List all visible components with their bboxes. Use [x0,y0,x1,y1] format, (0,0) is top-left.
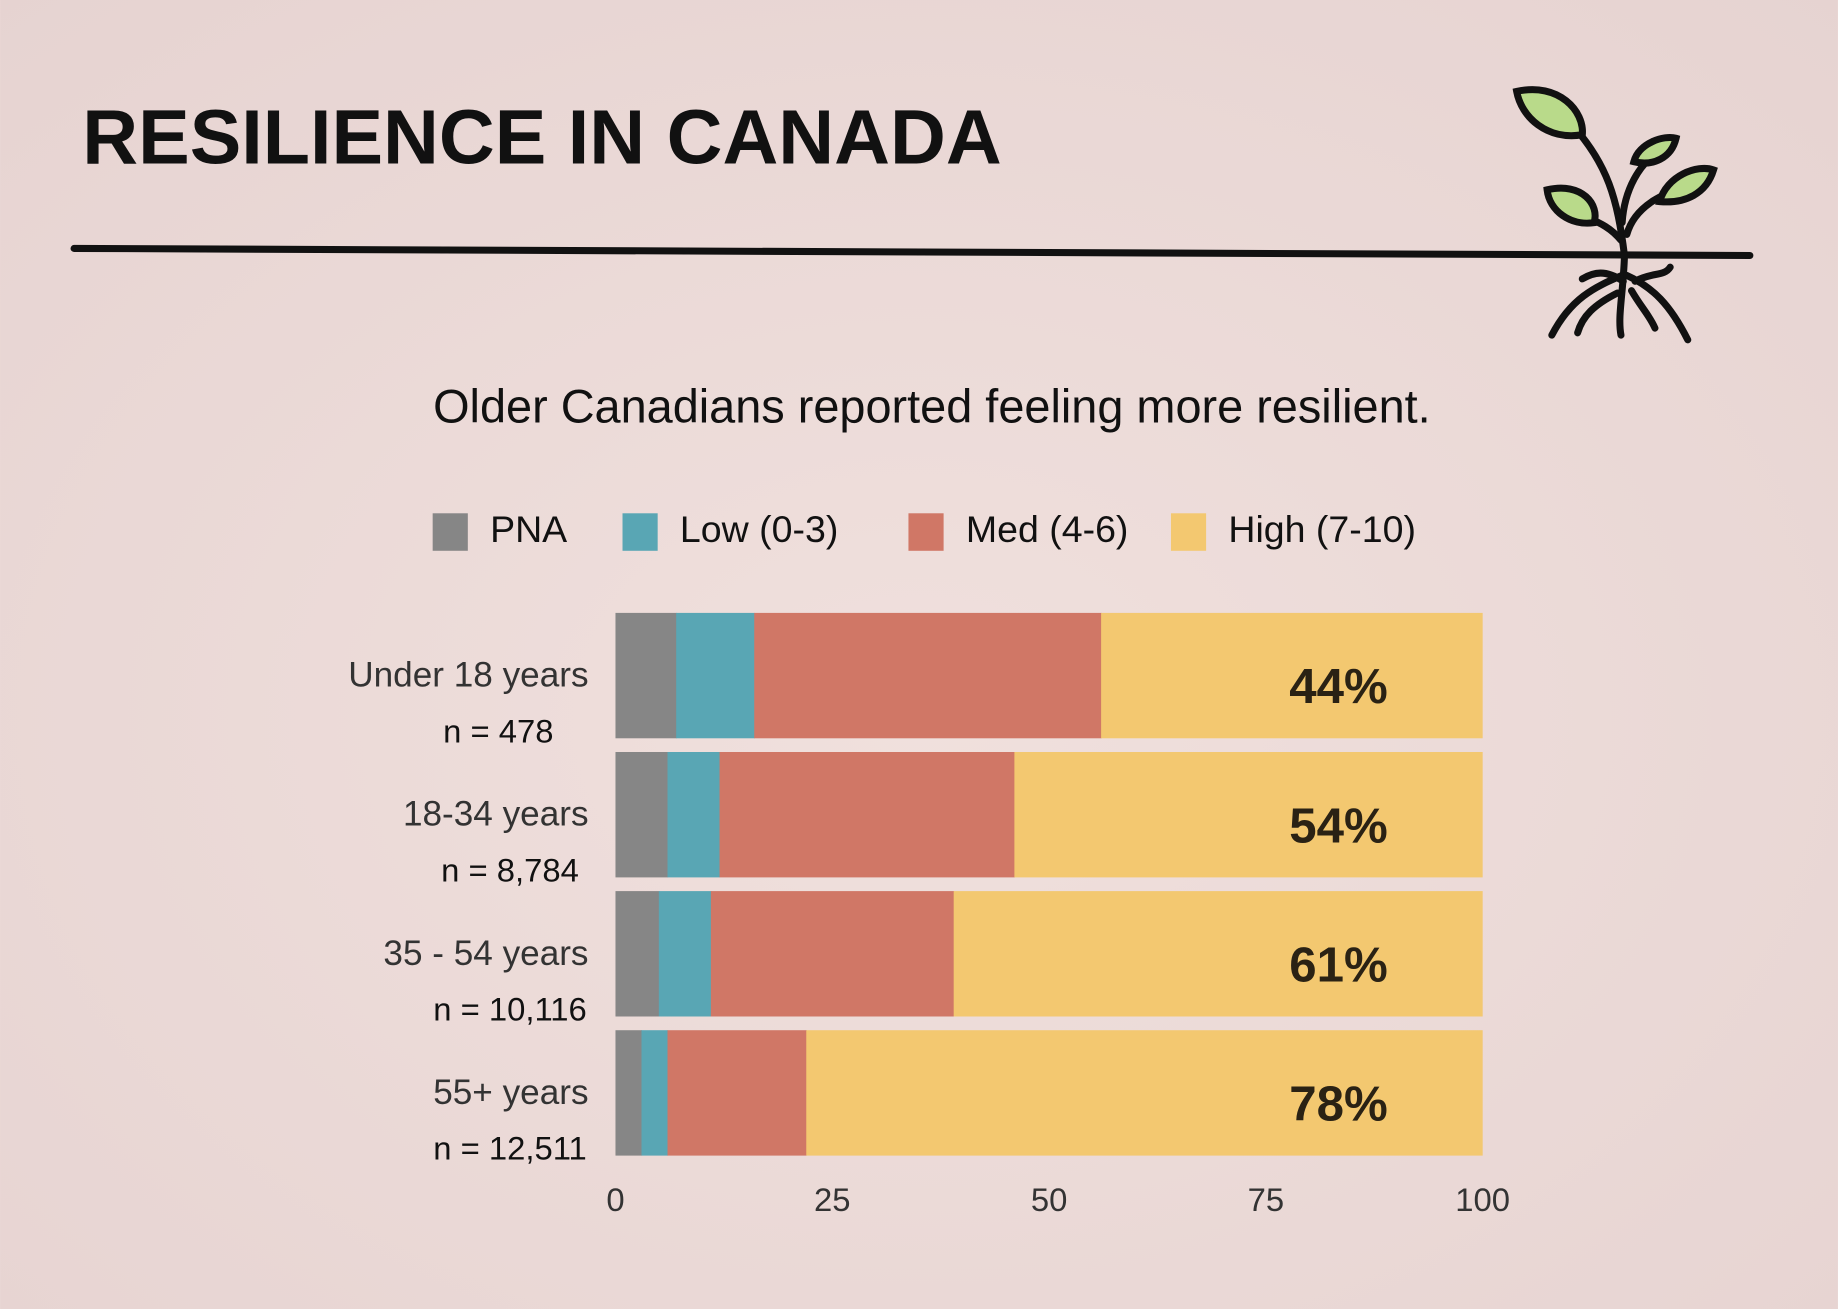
y-tick-label: Under 18 years [348,656,588,695]
legend-label: PNA [490,508,567,550]
bar-segment [676,612,755,739]
legend-swatch [432,513,468,551]
bar-segment [1101,612,1483,739]
legend-swatch [908,513,944,551]
bar-segment [710,891,955,1017]
y-tick-label: 55+ years [433,1073,588,1112]
x-tick-label: 75 [1248,1181,1284,1218]
value-label: 54% [1289,798,1387,853]
bar-segment [806,1030,1483,1156]
bar-segment [719,752,1015,878]
bar-segment [667,752,721,878]
bar-segment [953,891,1483,1017]
bar-segment [754,612,1102,739]
y-tick-label: 35 - 54 years [383,934,588,973]
value-label: 44% [1289,659,1387,714]
bar-segment [615,891,660,1017]
legend-label: Low (0-3) [680,508,838,550]
bar-segment [667,1030,807,1156]
sample-size-label: n = 12,511 [433,1130,586,1167]
value-label: 61% [1289,937,1387,992]
y-tick-label: 18-34 years [403,795,589,834]
sample-size-label: n = 478 [443,712,553,749]
x-tick-label: 100 [1455,1181,1510,1218]
bar-segment [615,1030,643,1156]
value-label: 78% [1289,1077,1387,1132]
bar-segment [658,891,712,1017]
title-rule [70,244,1754,259]
legend-label: Med (4-6) [966,508,1129,550]
bar-segment [615,612,677,739]
chart-subtitle: Older Canadians reported feeling more re… [433,381,1431,433]
bar-segment [641,1030,669,1156]
legend-label: High (7-10) [1228,508,1416,550]
x-tick-label: 25 [814,1181,850,1218]
legend-swatch [1170,513,1207,551]
x-tick-label: 0 [606,1181,624,1218]
x-tick-label: 50 [1031,1181,1067,1218]
bar-segment [615,752,669,878]
plant-icon [1512,86,1718,344]
sample-size-label: n = 8,784 [441,851,579,888]
bar-segment [1014,752,1483,878]
sample-size-label: n = 10,116 [433,990,586,1027]
legend-swatch [622,513,658,551]
chart-title: RESILIENCE IN CANADA [82,94,1001,180]
